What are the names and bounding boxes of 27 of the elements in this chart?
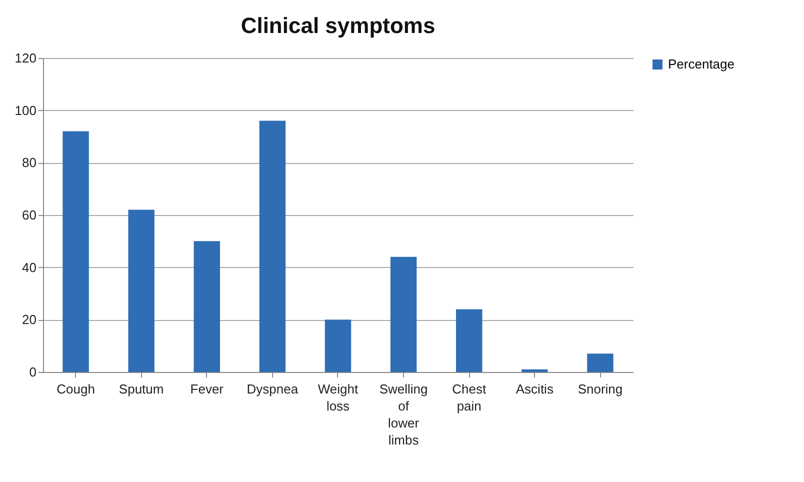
bar [456, 309, 482, 372]
x-tick-label: Chest pain [452, 382, 486, 414]
chart-title: Clinical symptoms [240, 13, 436, 38]
x-tick-label: Ascitis [516, 382, 554, 396]
bar [259, 120, 286, 372]
x-tick-label: Dyspnea [246, 382, 299, 396]
bar [324, 320, 352, 372]
bar [587, 354, 614, 372]
x-tick-label: Swelling of lower limbs [379, 382, 428, 448]
bar [522, 369, 548, 372]
y-tick-label: 20 [22, 312, 36, 328]
y-tick-label: 100 [14, 102, 36, 118]
y-tick-label: 80 [22, 155, 36, 170]
y-tick-label: 60 [22, 208, 36, 222]
legend-label: Percentage [668, 56, 734, 72]
x-tick-label: Fever [190, 382, 224, 396]
y-tick-label: 0 [29, 364, 36, 380]
y-tick-label: 120 [14, 50, 36, 66]
x-tick-label: Sputum [118, 382, 164, 396]
bar [62, 131, 89, 372]
y-tick-label: 40 [22, 260, 36, 275]
x-tick-label: Weight loss [318, 382, 358, 414]
bar [128, 210, 154, 372]
bar [194, 241, 220, 372]
x-tick-label: Cough [56, 382, 95, 396]
x-tick-label: Snoring [578, 382, 623, 396]
bar [390, 256, 417, 372]
